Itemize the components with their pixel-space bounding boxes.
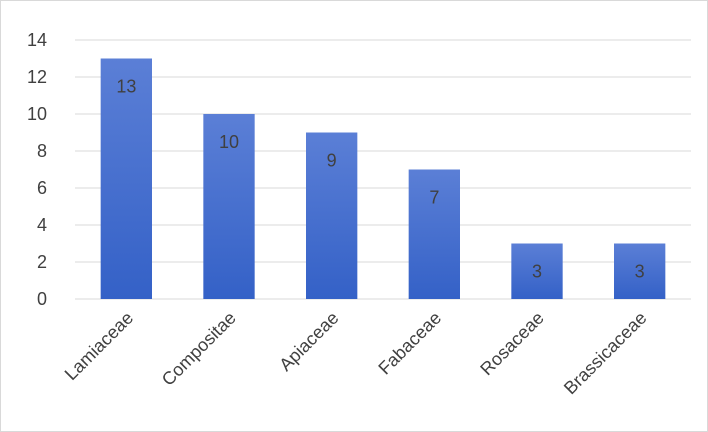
gridlines [75, 39, 691, 300]
bar [614, 243, 666, 299]
x-category-label: Apiaceae [275, 308, 342, 375]
data-label: 9 [327, 151, 337, 171]
y-tick-label: 8 [37, 141, 47, 161]
y-tick-label: 14 [27, 30, 47, 50]
data-label: 3 [532, 262, 542, 282]
x-axis-categories: Lamiaceae Compositae Apiaceae Fabaceae Rosac… [61, 308, 651, 399]
x-category-label: Lamiaceae [61, 308, 137, 384]
bar [408, 169, 460, 299]
y-tick-label: 10 [27, 104, 47, 124]
bar [100, 58, 152, 299]
bars [100, 58, 666, 299]
x-category-label: Compositae [158, 308, 240, 390]
x-category-label: Brassicaceae [560, 308, 651, 399]
data-label: 7 [429, 188, 439, 208]
bar [203, 114, 255, 299]
x-category-label: Rosaceae [476, 308, 547, 379]
bar [511, 243, 563, 299]
x-category-label: Fabaceae [374, 308, 445, 379]
y-axis-ticks: 0 2 4 6 8 10 12 14 [27, 30, 47, 309]
y-tick-label: 4 [37, 215, 47, 235]
bar [306, 132, 358, 299]
data-label: 10 [219, 132, 239, 152]
data-label: 3 [635, 262, 645, 282]
data-labels: 13 10 9 7 3 3 [116, 77, 644, 282]
y-tick-label: 2 [37, 252, 47, 272]
y-tick-label: 12 [27, 67, 47, 87]
y-tick-label: 0 [37, 289, 47, 309]
y-tick-label: 6 [37, 178, 47, 198]
data-label: 13 [116, 77, 136, 97]
